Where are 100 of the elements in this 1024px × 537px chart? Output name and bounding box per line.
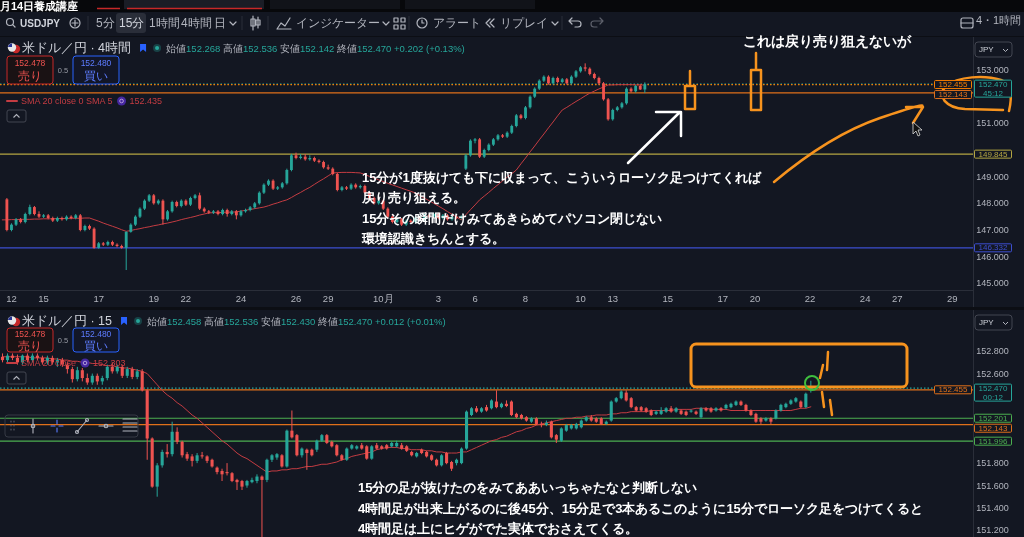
y-tick-label: 153.000 [976, 65, 1009, 75]
x-tick-label: 19 [148, 292, 160, 304]
text: 1時間 [149, 16, 180, 30]
text: インジケーター [296, 16, 380, 30]
annotation: 4時間足は上にヒゲがでた実体でおさえてくる。 [358, 520, 639, 536]
x-tick-label: 22 [804, 292, 816, 304]
candlestick [478, 137, 482, 159]
chart-title: 米ドル／円 · 15 [22, 314, 113, 328]
ref-line-label: 146.332 [978, 243, 1009, 253]
candlestick [124, 230, 128, 271]
candlestick [609, 399, 613, 423]
text: 始値152.458 高値152.536 安値152.430 終値152.470 +0.012 (+0.01%) [147, 315, 446, 327]
chart-title: 米ドル／円 · 4時間 [22, 41, 132, 55]
x-tick-label: 6 [472, 292, 478, 304]
y-tick-label: 151.200 [976, 525, 1009, 536]
candlestick [719, 406, 723, 413]
ref-line-label: 152.470 45:12 [978, 79, 1009, 98]
x-tick-label: 29 [947, 292, 958, 304]
y-tick-label: 151.600 [976, 480, 1009, 491]
y-tick-label: 151.000 [976, 118, 1009, 129]
candlestick [602, 81, 605, 102]
text: 日 [214, 16, 226, 30]
y-tick-label: 149.000 [976, 171, 1009, 182]
candlestick [714, 406, 718, 413]
candlestick [92, 226, 96, 250]
annotation: 売り [18, 339, 42, 352]
x-tick-label: 22 [180, 292, 192, 304]
text: 月14日養成講座 [0, 0, 79, 12]
annotation: 4時間足が出来上がるのに後45分、15分足で3本あるこのように15分でローソク足をつけてくると [358, 500, 923, 516]
text: アラート [433, 16, 481, 30]
y-tick-label: 146.000 [976, 251, 1009, 262]
candlestick [679, 408, 683, 416]
x-tick-label: 20 [749, 292, 761, 304]
ref-line-label: 149.845 [978, 149, 1009, 159]
x-tick-label: 17 [93, 292, 104, 304]
annotation: 売り [18, 69, 42, 82]
text: JPY [979, 318, 995, 327]
x-tick-label: 13 [607, 292, 618, 304]
annotation: 152.478 [14, 329, 46, 339]
y-tick-label: 145.000 [976, 278, 1009, 289]
ref-line-label: 152.201 [978, 413, 1009, 423]
ref-line-label: 152.470 00:12 [978, 383, 1009, 402]
candlestick [265, 458, 269, 483]
x-tick-label: 15 [662, 292, 674, 304]
ref-line-label: 152.143 [938, 90, 969, 100]
x-tick-label: 27 [891, 292, 903, 304]
x-tick-label: 17 [717, 292, 729, 304]
candlestick [659, 406, 663, 416]
annotation: 152.480 [80, 329, 112, 339]
line-series [1, 356, 812, 473]
y-tick-label: 148.000 [976, 198, 1009, 209]
ref-line-label: 152.455 [938, 385, 969, 395]
annotation: 15分の足が抜けたのをみてああいっちゃたなと判断しない [358, 479, 698, 495]
ref-line-label: 151.996 [978, 436, 1009, 446]
candlestick [140, 368, 144, 392]
annotation: これは戻り売り狙えないが [743, 33, 912, 49]
y-tick-label: 151.800 [976, 458, 1009, 469]
text: 始値152.268 高値152.536 安値152.142 終値152.470 +0.202 (+0.13%) [166, 42, 465, 54]
text: 4・1時間 [976, 14, 1022, 26]
ref-line-label: 152.455 [938, 80, 969, 90]
annotation: 15分が1度抜けても下に収まって、こういうローソク足つけてくれば [362, 169, 762, 185]
x-tick-label: 12 [6, 292, 17, 304]
annotation: 152.478 [14, 57, 46, 68]
candlestick [305, 448, 309, 471]
candlestick [606, 97, 610, 122]
x-tick-label: 26 [290, 292, 302, 304]
text: リプレイ [500, 16, 548, 30]
annotation: 152.480 [80, 57, 112, 68]
x-tick-label: 10月 [372, 292, 394, 304]
candlestick [170, 421, 174, 457]
text: JPY [979, 45, 995, 54]
candlestick [689, 408, 693, 414]
annotation: 152.435 [129, 96, 163, 106]
candlestick [190, 453, 194, 467]
annotation: 環境認識きちんとする。 [361, 230, 505, 246]
candlestick [155, 462, 159, 498]
annotation: 買い [84, 339, 108, 352]
candlestick [739, 399, 743, 407]
x-tick-label: 8 [522, 292, 529, 304]
text: 4時間 [181, 16, 212, 30]
x-tick-label: 10 [575, 292, 586, 304]
y-tick-label: 152.800 [976, 346, 1009, 357]
x-tick-label: 29 [322, 292, 334, 304]
candlestick [764, 416, 768, 423]
x-tick-label: 3 [435, 292, 441, 304]
candlestick [295, 433, 299, 457]
y-tick-label: 147.000 [976, 225, 1009, 235]
annotation: 買い [84, 69, 108, 82]
x-tick-label: 24 [235, 292, 247, 304]
candlestick [260, 474, 264, 537]
candlestick [335, 172, 339, 192]
legend-label: SMA 20 close 0 SMA 5 [21, 96, 113, 106]
y-tick-label: 151.400 [976, 502, 1009, 513]
text: USDJPY [20, 17, 61, 29]
text: 15分 [119, 16, 145, 30]
candlestick [473, 137, 477, 144]
ref-line-label: 152.143 [978, 423, 1009, 433]
y-tick-label: 152.600 [976, 368, 1009, 379]
text: 5分 [96, 16, 115, 30]
x-tick-label: 24 [859, 292, 871, 304]
